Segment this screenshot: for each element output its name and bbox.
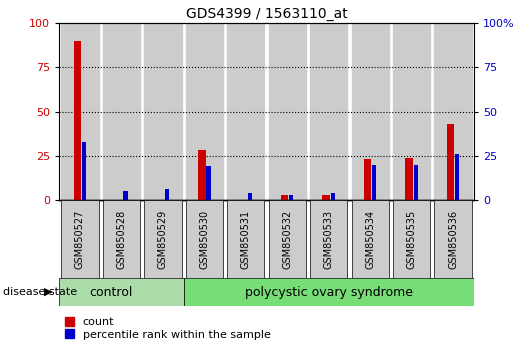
Bar	[310, 200, 347, 278]
Bar	[227, 200, 264, 278]
Text: GSM850532: GSM850532	[282, 209, 292, 269]
Bar	[124, 191, 128, 200]
Bar	[74, 41, 81, 200]
Text: GSM850530: GSM850530	[199, 209, 209, 269]
Title: GDS4399 / 1563110_at: GDS4399 / 1563110_at	[185, 7, 348, 21]
Text: GSM850535: GSM850535	[407, 209, 417, 269]
Bar	[165, 189, 169, 200]
Bar	[322, 195, 330, 200]
Bar	[186, 200, 223, 278]
Text: polycystic ovary syndrome: polycystic ovary syndrome	[245, 286, 413, 298]
Bar	[455, 154, 459, 200]
Bar	[331, 193, 335, 200]
Bar	[372, 165, 376, 200]
Bar	[82, 142, 86, 200]
Bar	[352, 23, 389, 200]
Text: control: control	[90, 286, 133, 298]
Bar	[405, 158, 413, 200]
Text: GSM850534: GSM850534	[365, 209, 375, 269]
Bar	[61, 23, 98, 200]
Bar	[61, 200, 98, 278]
Bar	[59, 278, 183, 306]
Bar	[393, 200, 430, 278]
Bar	[364, 159, 371, 200]
Bar	[269, 23, 306, 200]
Bar	[352, 200, 389, 278]
Bar	[144, 23, 181, 200]
Legend: count, percentile rank within the sample: count, percentile rank within the sample	[65, 317, 270, 339]
Text: GSM850529: GSM850529	[158, 209, 168, 269]
Text: GSM850533: GSM850533	[324, 209, 334, 269]
Bar	[269, 200, 306, 278]
Bar	[435, 200, 472, 278]
Bar	[289, 195, 294, 200]
Text: GSM850536: GSM850536	[448, 209, 458, 269]
Text: disease state: disease state	[3, 287, 77, 297]
Bar	[435, 23, 472, 200]
Bar	[310, 23, 347, 200]
Bar	[144, 200, 181, 278]
Text: GSM850528: GSM850528	[116, 209, 126, 269]
Bar	[447, 124, 454, 200]
Bar	[281, 195, 288, 200]
Bar	[227, 23, 264, 200]
Bar	[186, 23, 223, 200]
Bar	[393, 23, 430, 200]
Bar	[184, 278, 474, 306]
Text: GSM850531: GSM850531	[241, 209, 251, 269]
Text: ▶: ▶	[44, 287, 52, 297]
Bar	[248, 193, 252, 200]
Text: GSM850527: GSM850527	[75, 209, 85, 269]
Bar	[198, 150, 205, 200]
Bar	[414, 165, 418, 200]
Bar	[103, 200, 140, 278]
Bar	[103, 23, 140, 200]
Bar	[207, 166, 211, 200]
